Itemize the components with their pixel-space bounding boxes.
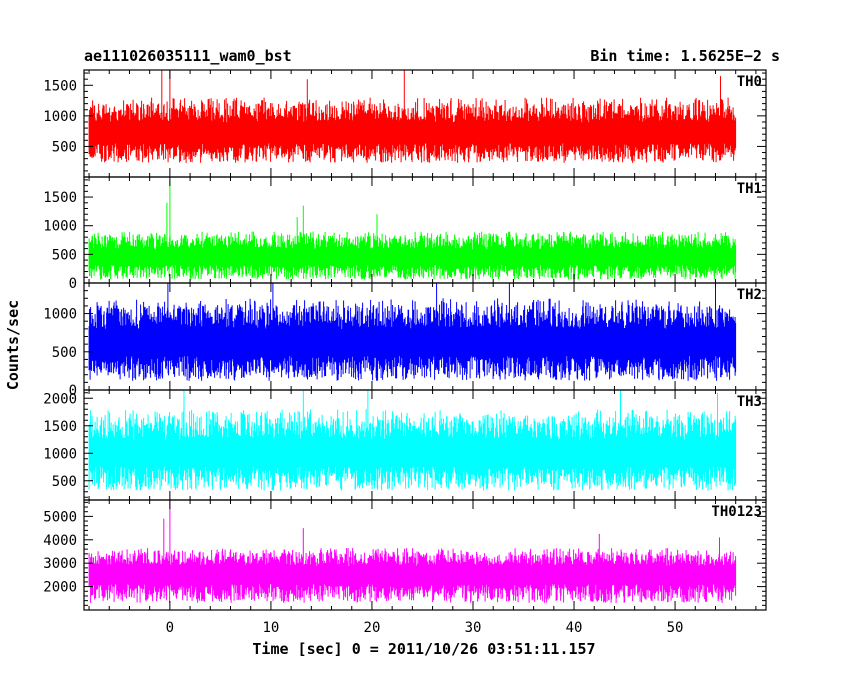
panel-frame [83, 499, 767, 611]
x-tick-label: 10 [262, 620, 279, 636]
panel-label-th0: TH0 [737, 74, 762, 90]
y-tick-label: 1000 [43, 109, 77, 125]
y-tick-label: 2000 [43, 391, 77, 407]
y-tick-label: 1500 [43, 419, 77, 435]
y-tick-label: 1500 [43, 78, 77, 94]
panel-th0123: 2000 3000 4000 5000 TH0123 [43, 499, 767, 611]
y-tick-label: 1000 [43, 446, 77, 462]
series-trace-th3 [88, 390, 737, 491]
y-tick-label: 500 [52, 345, 77, 361]
bin-time-label: Bin time: 1.5625E−2 s [590, 47, 780, 65]
panel-th2: 0 500 1000 TH2 [43, 282, 767, 399]
panel-th3: 500 1000 1500 2000 TH3 [43, 389, 767, 501]
x-tick-label: 30 [465, 620, 482, 636]
y-tick-label: 5000 [43, 509, 77, 525]
y-tick-label: 3000 [43, 556, 77, 572]
series-trace-th0 [88, 70, 737, 163]
y-tick-label: 500 [52, 474, 77, 490]
panel-th0: 500 1000 1500 TH0 [43, 69, 767, 178]
y-tick-label: 1000 [43, 307, 77, 323]
series-trace-th1 [88, 179, 737, 280]
y-tick-label: 1500 [43, 190, 77, 206]
x-tick-label: 20 [364, 620, 381, 636]
y-tick-label: 500 [52, 247, 77, 263]
panel-label-th1: TH1 [737, 181, 762, 197]
panel-th1: 0 500 1000 1500 TH1 [43, 176, 767, 292]
chart-title: ae111026035111_wam0_bst [84, 47, 292, 65]
y-tick-label: 0 [69, 383, 77, 399]
panel-label-th3: TH3 [737, 394, 762, 410]
panel-label-th2: TH2 [737, 287, 762, 303]
y-tick-label: 2000 [43, 580, 77, 596]
x-axis-label: Time [sec] 0 = 2011/10/26 03:51:11.157 [252, 640, 595, 658]
x-tick-label: 40 [566, 620, 583, 636]
panel-label-th0123: TH0123 [711, 504, 762, 520]
series-trace-th0123 [88, 500, 737, 603]
series-trace-th2 [88, 283, 737, 381]
y-tick-label: 0 [69, 276, 77, 292]
x-tick-label: 0 [166, 620, 174, 636]
y-tick-label: 4000 [43, 533, 77, 549]
y-tick-label: 1000 [43, 219, 77, 235]
y-axis-label: Counts/sec [4, 300, 22, 390]
x-tick-label: 50 [667, 620, 684, 636]
y-tick-label: 500 [52, 139, 77, 155]
